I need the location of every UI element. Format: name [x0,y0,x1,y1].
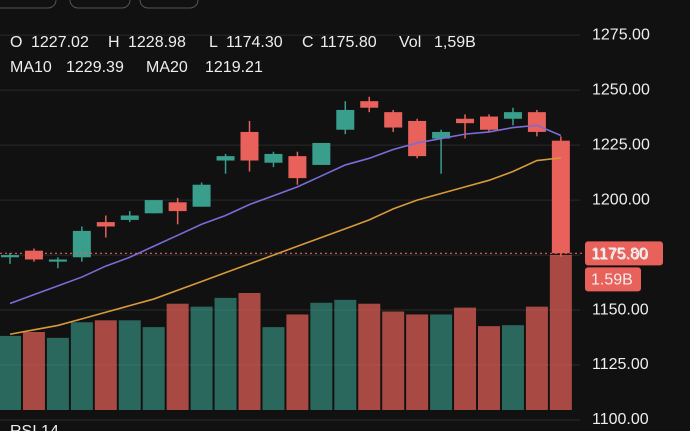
volume-bar [501,325,524,410]
candle-body [48,259,67,262]
y-tick-label: 1250.00 [592,81,650,98]
volume-bar [0,335,21,410]
toolbar-button[interactable] [69,0,131,9]
toolbar-button[interactable] [139,0,199,9]
volume-bar [478,326,500,410]
header-key: C [302,34,314,51]
header-value: 1229.39 [66,59,124,76]
volume-bar [549,254,572,410]
candle-body [24,250,43,260]
volume-bar [190,306,213,410]
volume-bar [142,327,165,410]
header-key: H [108,34,120,51]
overlay: 1175.80 1.59B [0,241,663,292]
y-tick-label: 1125.00 [592,356,649,373]
candle-body [192,184,211,207]
volume-bar [382,311,405,410]
volume-bar [358,303,381,410]
toolbar-button[interactable] [0,0,57,9]
volume-bar [94,320,117,410]
header-key: MA10 [10,59,52,76]
volume-tag: 1.59B [591,272,633,289]
candle-body [312,142,331,165]
y-tick-label: 1100.00 [592,411,649,428]
candle-body [527,112,546,132]
candle-body [480,116,498,130]
candle-body [120,215,139,220]
candle-body [503,112,522,119]
candle-body [144,200,163,214]
candle-body [240,131,259,161]
header-key: L [209,34,218,51]
header-value: 1174.30 [226,34,283,51]
candle-body [96,222,115,227]
volume-bar [525,306,548,410]
volume-bar [214,297,237,410]
volume-bar [454,307,477,410]
header-key: O [10,34,22,51]
candle-body [456,118,475,124]
candle-body [168,202,187,212]
y-tick-label: 1225.00 [592,136,650,153]
header-value: 1175.80 [320,34,377,51]
candle-body [384,112,403,128]
candles [1,96,570,269]
volume-bar [238,293,261,410]
volume-bar [262,327,285,410]
header-value: 1227.02 [31,34,89,51]
volume-tag-box [585,267,641,292]
volume-bar [310,302,333,410]
volume-bar [70,322,93,410]
volume-bar [46,337,69,410]
volume-bar [334,299,357,410]
volume-bar [406,314,429,410]
header-key: Vol [399,34,421,51]
price-tag-box [585,241,663,266]
y-tick-label: 1200.00 [592,191,650,208]
candle-body [336,109,355,130]
candle-body [216,156,235,161]
y-tick-label: 1150.00 [592,301,649,318]
header-value: 1219.21 [205,59,263,76]
moving-average-line [9,157,561,336]
moving-averages [9,124,562,336]
indicator-label: RSI 14 [10,423,59,431]
candle-body [264,153,283,163]
volume-bar [430,314,453,410]
header-value: 1228.98 [128,34,186,51]
candle-body [551,140,570,254]
volume-bar [22,332,45,410]
candle-body [360,101,379,108]
volume-bar [286,314,309,410]
volume-bars [0,254,572,410]
header-key: MA20 [146,59,188,76]
candle-body [1,255,19,258]
candle-body [288,156,307,179]
volume-bar [166,303,189,410]
y-tick-label: 1275.00 [592,26,650,43]
candle-body [408,120,427,157]
candle-body [432,131,451,139]
y-tick-label: 1175.00 [592,246,649,263]
candle-body [72,230,91,258]
header-value: 1,59B [434,34,476,51]
volume-bar [118,320,141,410]
moving-average-line [9,124,562,305]
price-tag: 1175.80 [591,246,648,263]
